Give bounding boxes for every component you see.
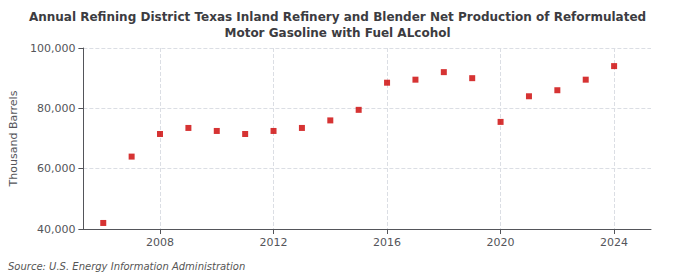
svg-text:2024: 2024 [600, 236, 628, 249]
svg-text:Motor Gasoline with Fuel ALcoh: Motor Gasoline with Fuel ALcohol [224, 26, 450, 40]
svg-text:2012: 2012 [260, 236, 288, 249]
svg-text:2016: 2016 [373, 236, 401, 249]
svg-text:40,000: 40,000 [37, 223, 76, 236]
svg-text:Annual Refining District Texas: Annual Refining District Texas Inland Re… [29, 10, 646, 24]
svg-text:60,000: 60,000 [37, 162, 76, 175]
svg-text:Source: U.S. Energy Informatio: Source: U.S. Energy Information Administ… [8, 261, 245, 272]
svg-text:2008: 2008 [146, 236, 174, 249]
svg-text:Thousand Barrels: Thousand Barrels [7, 90, 20, 187]
svg-text:2020: 2020 [487, 236, 515, 249]
svg-text:80,000: 80,000 [37, 102, 76, 115]
svg-text:100,000: 100,000 [30, 42, 76, 55]
